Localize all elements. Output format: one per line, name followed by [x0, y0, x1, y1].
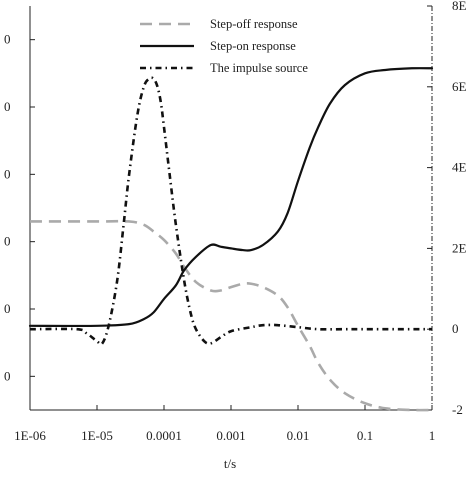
- right-y-tick-label: 4E: [452, 160, 467, 175]
- legend-label: Step-off response: [210, 17, 298, 31]
- legend-label: The impulse source: [210, 61, 308, 75]
- legend-label: Step-on response: [210, 39, 296, 53]
- ticks: 1E-06 1E-05 0.0001 0.001 0.01 0.1 1 0 0 0 0 0 0 -2 0 2E…: [4, 0, 467, 443]
- x-tick-label: 0.1: [357, 428, 373, 443]
- right-y-tick-label: 0: [452, 321, 459, 336]
- right-y-tick-label: 8E: [452, 0, 467, 13]
- left-y-tick-label: 0: [4, 234, 11, 249]
- x-axis-title: t/s: [224, 456, 236, 471]
- series-line-step-off-response: [30, 219, 433, 412]
- right-y-tick-label: 2E: [452, 240, 467, 255]
- left-y-tick-label: 0: [4, 99, 11, 114]
- right-y-tick-label: 6E: [452, 79, 467, 94]
- x-tick-label: 1E-05: [81, 428, 113, 443]
- left-y-tick-label: 0: [4, 166, 11, 181]
- x-tick-label: 1: [429, 428, 436, 443]
- left-y-tick-label: 0: [4, 301, 11, 316]
- left-y-tick-label: 0: [4, 368, 11, 383]
- x-tick-label: 0.01: [287, 428, 310, 443]
- series-line-step-on-response: [28, 67, 434, 328]
- right-y-tick-label: -2: [452, 402, 463, 417]
- series-lines: [28, 67, 434, 412]
- left-y-tick-label: 0: [4, 32, 11, 47]
- x-tick-label: 0.001: [216, 428, 245, 443]
- x-tick-label: 1E-06: [14, 428, 46, 443]
- x-tick-label: 0.0001: [146, 428, 182, 443]
- legend: Step-off response Step-on response The imp…: [140, 17, 308, 75]
- series-line-the-impulse-source: [29, 76, 432, 346]
